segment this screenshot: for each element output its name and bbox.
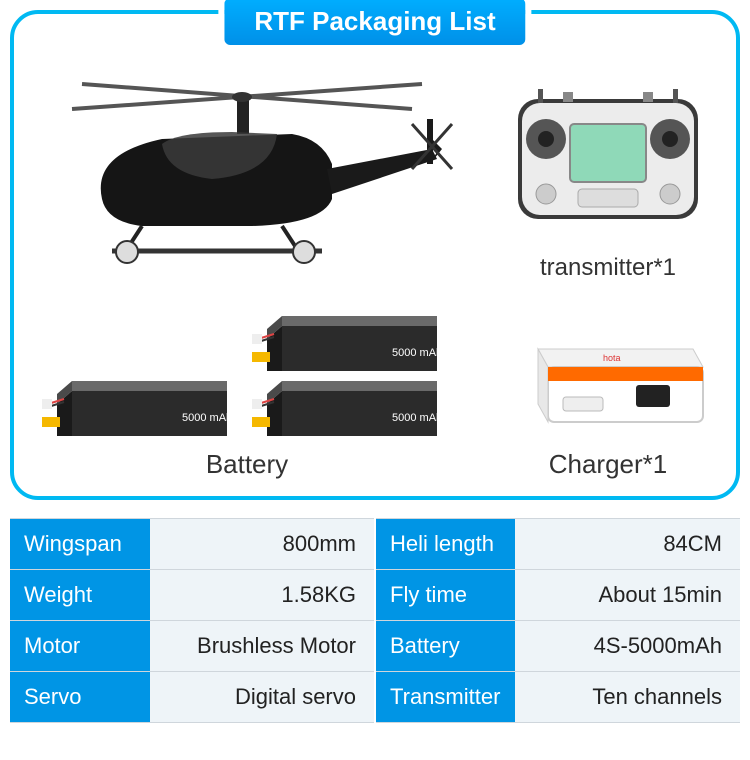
title-pill: RTF Packaging List <box>218 0 531 51</box>
batteries-group: 5000 mAh 5000 mAh <box>42 304 462 444</box>
spec-label: Weight <box>10 570 150 621</box>
spec-label: Heli length <box>375 519 515 570</box>
spec-label: Motor <box>10 621 150 672</box>
battery-capacity-text: 5000 mAh <box>392 347 442 359</box>
table-row: Servo Digital servo Transmitter Ten chan… <box>10 672 740 723</box>
battery-image: 5000 mAh <box>42 369 232 441</box>
spec-value: 1.58KG <box>150 570 375 621</box>
specs-tbody: Wingspan 800mm Heli length 84CM Weight 1… <box>10 519 740 723</box>
content-area: transmitter*1 5000 mAh <box>32 54 718 478</box>
specs-table: Wingspan 800mm Heli length 84CM Weight 1… <box>10 518 740 723</box>
spec-value: 800mm <box>150 519 375 570</box>
title-text: RTF Packaging List <box>254 6 495 36</box>
spec-value: About 15min <box>515 570 740 621</box>
transmitter-label: transmitter*1 <box>508 254 708 282</box>
table-row: Motor Brushless Motor Battery 4S-5000mAh <box>10 621 740 672</box>
charger-label: Charger*1 <box>508 449 708 480</box>
charger-image: hota <box>508 339 708 434</box>
spec-value: 4S-5000mAh <box>515 621 740 672</box>
battery-capacity-text: 5000 mAh <box>182 412 232 424</box>
spec-label: Fly time <box>375 570 515 621</box>
spec-value: Digital servo <box>150 672 375 723</box>
spec-label: Wingspan <box>10 519 150 570</box>
transmitter-image <box>508 84 708 234</box>
spec-value: 84CM <box>515 519 740 570</box>
battery-capacity-text: 5000 mAh <box>392 412 442 424</box>
packaging-list-box: RTF Packaging List <box>10 10 740 500</box>
spec-label: Battery <box>375 621 515 672</box>
spec-value: Brushless Motor <box>150 621 375 672</box>
spec-label: Transmitter <box>375 672 515 723</box>
helicopter-image <box>32 54 462 274</box>
spec-label: Servo <box>10 672 150 723</box>
battery-image: 5000 mAh <box>252 369 442 441</box>
spec-value: Ten channels <box>515 672 740 723</box>
table-row: Weight 1.58KG Fly time About 15min <box>10 570 740 621</box>
svg-text:hota: hota <box>603 353 621 363</box>
battery-label: Battery <box>72 449 422 480</box>
table-row: Wingspan 800mm Heli length 84CM <box>10 519 740 570</box>
battery-image: 5000 mAh <box>252 304 442 376</box>
